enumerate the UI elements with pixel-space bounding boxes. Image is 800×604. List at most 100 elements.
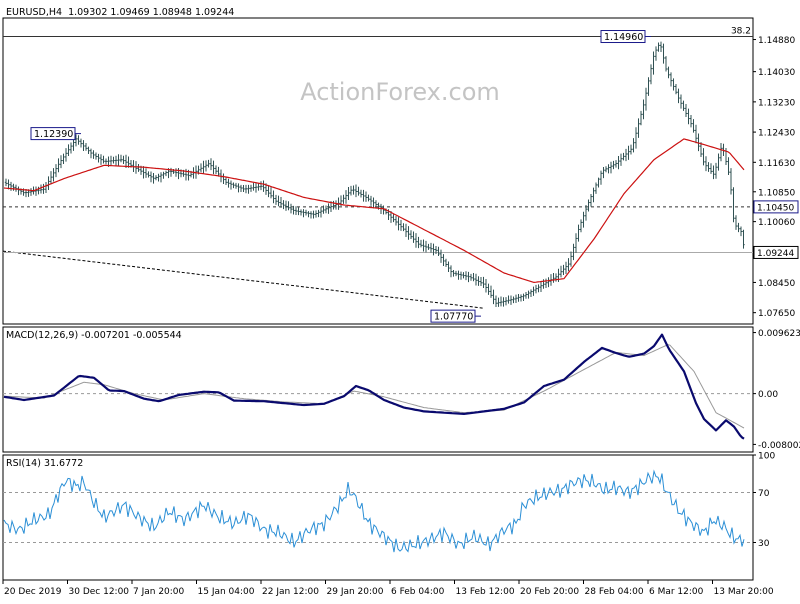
price-bar — [232, 182, 235, 189]
rsi-line — [3, 469, 745, 553]
price-bar — [697, 133, 700, 152]
price-bar — [424, 240, 428, 253]
price-bar — [709, 163, 713, 174]
price-bar — [359, 189, 363, 198]
price-bar — [482, 276, 485, 288]
macd-frame — [2, 326, 754, 453]
price-bar — [239, 184, 243, 192]
price-bar — [162, 171, 165, 179]
price-bar — [687, 108, 690, 125]
price-bar — [457, 270, 460, 280]
price-bar — [467, 271, 470, 283]
price-bar — [262, 180, 265, 192]
trendline — [2, 250, 484, 309]
price-bar — [149, 171, 153, 183]
rsi-axis-tick-label: 100 — [758, 452, 775, 462]
price-bar — [297, 207, 300, 216]
price-frame — [2, 17, 754, 325]
x-tick-label: 28 Feb 04:00 — [585, 587, 644, 597]
price-bar — [304, 209, 308, 216]
price-bar — [574, 233, 578, 253]
price-bar — [684, 104, 688, 117]
price-bar — [582, 211, 585, 228]
price-bar — [369, 195, 373, 206]
price-bar — [114, 155, 118, 166]
price-bar — [539, 281, 543, 292]
price-bar — [64, 148, 68, 162]
price-bar — [654, 46, 658, 61]
price-bar — [637, 118, 640, 138]
price-bar — [444, 258, 448, 267]
price-bar — [527, 290, 530, 299]
resistance-tag-label: 1.10450 — [757, 203, 794, 213]
price-bar — [274, 194, 278, 205]
price-bar — [499, 296, 503, 307]
price-bar — [29, 188, 33, 196]
price-bar — [299, 209, 303, 216]
price-bar — [84, 142, 88, 151]
macd-panel: MACD(12,26,9) -0.007201 -0.005544 0.00962… — [2, 326, 800, 453]
price-bar — [99, 154, 103, 165]
price-bar — [234, 182, 238, 189]
price-bar — [399, 219, 403, 231]
x-tick-label: 22 Jan 12:00 — [262, 587, 319, 597]
price-bar — [49, 171, 53, 185]
price-bar — [447, 261, 450, 273]
price-bar — [229, 180, 233, 190]
price-bar — [212, 160, 215, 175]
macd-axis-tick-label: 0.00 — [758, 390, 778, 400]
price-bar — [314, 210, 318, 218]
price-bar — [419, 239, 423, 248]
price-bar — [137, 164, 140, 172]
x-tick-label: 7 Jan 20:00 — [133, 587, 185, 597]
price-bar — [7, 179, 10, 190]
price-bar — [209, 158, 213, 171]
price-bar — [292, 205, 295, 215]
price-bar — [564, 261, 568, 275]
price-bar — [59, 155, 63, 169]
price-bar — [484, 278, 488, 293]
price-bar — [324, 205, 328, 214]
macd-line — [3, 333, 745, 440]
price-bar — [332, 200, 335, 210]
price-bar — [67, 144, 70, 156]
last-price-tag-box — [753, 245, 799, 259]
price-bar — [344, 190, 348, 204]
price-bar — [109, 155, 113, 166]
symbol-label: EURUSD,H4 — [6, 7, 62, 18]
price-bar — [159, 172, 163, 183]
price-bar — [164, 170, 168, 177]
price-bar — [327, 203, 330, 214]
price-bar — [102, 155, 105, 164]
price-bar — [334, 200, 338, 210]
price-bar — [459, 271, 463, 280]
price-axis-tick-label: 1.10850 — [758, 188, 795, 198]
price-bar — [404, 223, 408, 237]
price-bar — [252, 182, 255, 191]
rsi-frame — [2, 454, 754, 581]
price-bar — [144, 168, 148, 178]
price-bar — [9, 181, 13, 191]
price-bar — [679, 94, 683, 109]
price-bar — [699, 142, 703, 157]
price-bar — [629, 144, 633, 155]
price-bar — [449, 265, 453, 278]
price-bar — [464, 271, 468, 281]
price-bar — [597, 177, 600, 188]
price-bar — [664, 56, 668, 72]
price-bar — [512, 296, 515, 304]
price-bar — [717, 153, 720, 171]
price-bar — [309, 211, 313, 219]
price-bar — [392, 214, 395, 223]
price-bar — [112, 156, 115, 164]
price-bar — [727, 157, 730, 176]
price-bar — [119, 154, 123, 163]
price-bar — [249, 184, 253, 192]
price-bar — [584, 204, 588, 221]
price-bar — [537, 284, 540, 293]
price-bar — [547, 277, 550, 288]
price-bar — [617, 156, 620, 170]
price-bar — [634, 127, 638, 149]
price-bar — [594, 182, 598, 194]
price-bar — [349, 185, 353, 196]
